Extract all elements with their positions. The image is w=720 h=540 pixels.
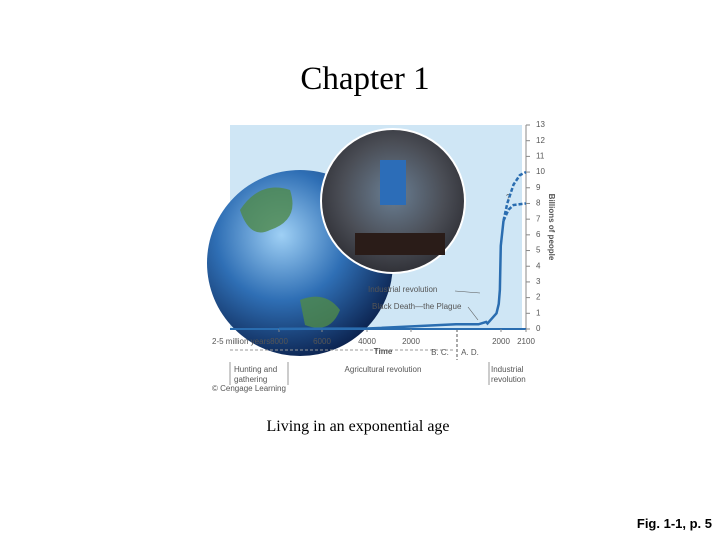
annotation: ? <box>506 193 511 202</box>
era-name: Agricultural revolution <box>345 365 422 374</box>
caption: Living in an exponential age <box>266 418 449 435</box>
figure-reference: Fig. 1-1, p. 5 <box>637 516 712 531</box>
x-tick-label: 2000 <box>492 337 510 346</box>
y-tick-label: 3 <box>536 277 541 286</box>
y-tick-label: 9 <box>536 183 541 192</box>
x-tick-label: 4000 <box>358 337 376 346</box>
annotation: Black Death—the Plague <box>372 302 462 311</box>
data-line <box>502 170 527 221</box>
era-name: Hunting and gathering <box>234 365 277 384</box>
annotation-leader <box>454 290 481 294</box>
data-line <box>278 220 505 331</box>
annotation: Industrial revolution <box>368 285 437 294</box>
y-tick-label: 1 <box>536 308 541 317</box>
slide-title: Chapter 1 <box>300 61 429 97</box>
y-tick-label: 8 <box>536 199 541 208</box>
x-tick-label: 6000 <box>313 337 331 346</box>
x-start-label: 2-5 million years <box>212 337 270 346</box>
credit: © Cengage Learning <box>212 384 286 393</box>
x-tick-label: 8000 <box>270 337 288 346</box>
y-tick-label: 6 <box>536 230 541 239</box>
y-tick-label: 11 <box>536 151 545 160</box>
data-line <box>502 202 527 222</box>
era-label: B. C. <box>431 348 449 357</box>
y-tick-label: 13 <box>536 120 545 129</box>
x-axis-title: Time <box>374 347 393 356</box>
y-tick-label: 10 <box>536 167 545 176</box>
crowd-banner <box>355 233 445 255</box>
y-tick-label: 7 <box>536 214 541 223</box>
x-tick-label: 2000 <box>402 337 420 346</box>
y-tick-label: 4 <box>536 261 541 270</box>
y-tick-label: 5 <box>536 246 541 255</box>
y-tick-label: 2 <box>536 293 541 302</box>
annotation-leader <box>467 306 479 321</box>
globe-land <box>240 187 340 328</box>
era-name: Industrial revolution <box>491 365 526 384</box>
x-tick-label: 2100 <box>517 337 535 346</box>
y-tick-label: 0 <box>536 324 541 333</box>
y-tick-label: 12 <box>536 136 545 145</box>
era-label: A. D. <box>461 348 479 357</box>
crowd-sign <box>380 160 406 205</box>
y-axis-title: Billions of people <box>547 194 556 261</box>
